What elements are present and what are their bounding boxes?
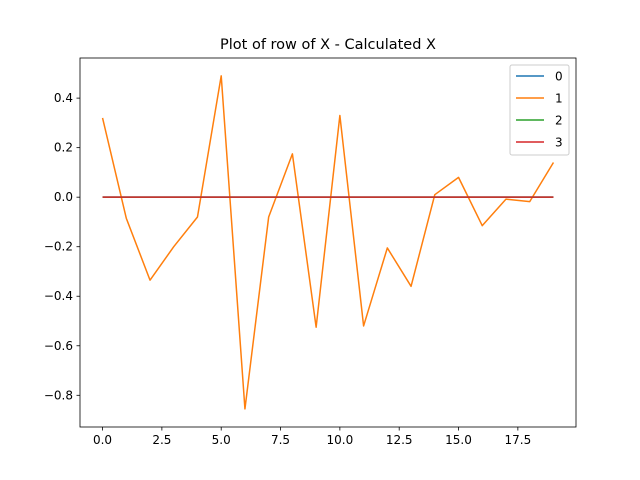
- axes-frame: [79, 57, 577, 428]
- y-tick-label: 0.2: [54, 141, 73, 155]
- legend-label-0: 0: [555, 70, 563, 84]
- y-tick-label: −0.4: [44, 289, 73, 303]
- x-tick-label: 12.5: [386, 433, 413, 447]
- x-axis: 0.0 2.5 5.0 7.5 10.0 12.5 15.0 17.5: [93, 427, 531, 447]
- x-tick-label: 2.5: [152, 433, 171, 447]
- legend-label-3: 3: [555, 136, 563, 150]
- y-tick-label: −0.2: [44, 240, 73, 254]
- chart-title: Plot of row of X - Calculated X: [220, 37, 436, 53]
- x-tick-label: 17.5: [504, 433, 531, 447]
- x-tick-label: 7.5: [271, 433, 290, 447]
- x-tick-label: 5.0: [212, 433, 231, 447]
- y-axis: 0.4 0.2 0.0 −0.2 −0.4 −0.6 −0.8: [44, 91, 80, 402]
- series-line-1: [101, 75, 555, 410]
- plot-area: [79, 57, 577, 428]
- x-tick-label: 15.0: [445, 433, 472, 447]
- y-tick-label: 0.0: [54, 190, 73, 204]
- legend-label-2: 2: [555, 114, 563, 128]
- y-tick-label: 0.4: [54, 91, 73, 105]
- y-tick-label: −0.8: [44, 388, 73, 402]
- legend-label-1: 1: [555, 92, 563, 106]
- legend-box: [509, 64, 570, 156]
- legend: 0 1 2 3: [509, 64, 570, 156]
- x-tick-label: 0.0: [93, 433, 112, 447]
- x-tick-label: 10.0: [327, 433, 354, 447]
- y-tick-label: −0.6: [44, 339, 73, 353]
